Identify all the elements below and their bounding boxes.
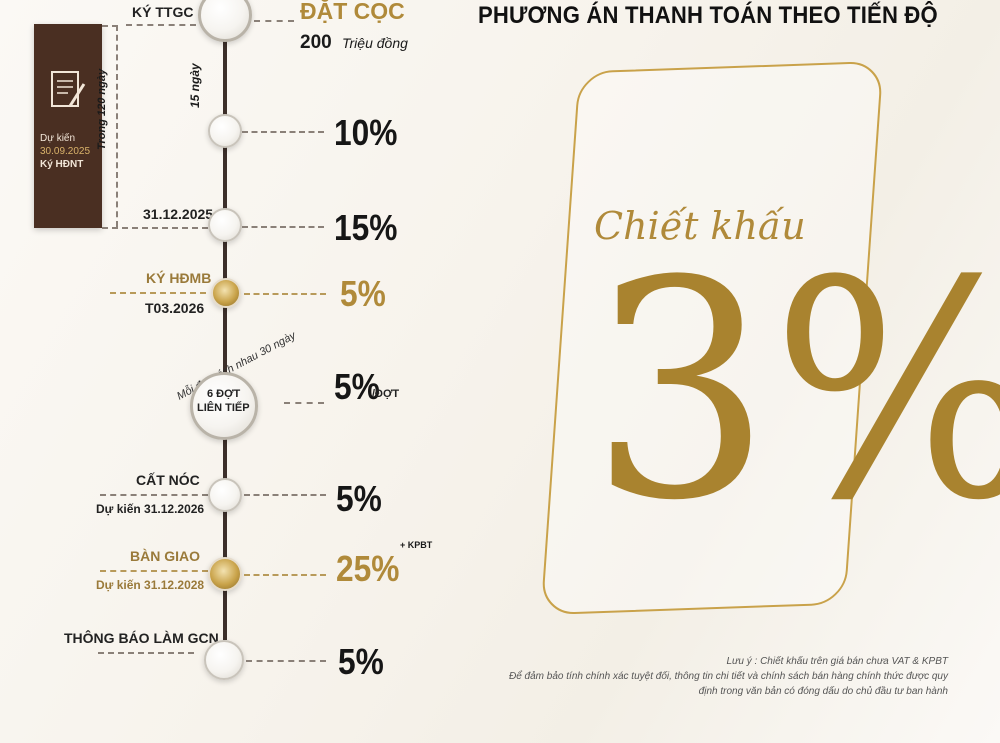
step-dash [98, 652, 194, 654]
step-percent: 5% [334, 366, 380, 407]
step-dash [242, 131, 324, 133]
page-title: PHƯƠNG ÁN THANH TOÁN THEO TIẾN ĐỘ [478, 2, 938, 29]
step-dash [100, 570, 208, 572]
building-icon [211, 278, 241, 308]
step-label-certificate: THÔNG BÁO LÀM GCN [64, 630, 219, 646]
step-date: 31.12.2025 [143, 206, 214, 222]
footnote-line: định trong văn bản có đóng dấu do chủ đầ… [698, 686, 948, 697]
step-percent: 15% [334, 207, 398, 248]
timeline-node [208, 114, 242, 148]
step-dash [100, 494, 208, 496]
step-dash [254, 20, 294, 22]
step-percent: 25% [336, 548, 400, 589]
step-date: T03.2026 [145, 300, 205, 316]
bracket-label: Trong 120 ngày [96, 68, 108, 150]
step-label-handover: BÀN GIAO [130, 548, 200, 564]
timeline-node [204, 640, 244, 680]
deposit-amount: 200 [300, 32, 332, 53]
step-dash [110, 292, 206, 294]
timeline-spine [223, 0, 227, 640]
gap-label: 15 ngày [188, 63, 202, 108]
deposit-unit: Triệu đồng [342, 35, 408, 51]
step-dash [244, 574, 326, 576]
timeline-node [208, 478, 242, 512]
contract-icon [51, 71, 86, 107]
step-date: Dự kiến 31.12.2028 [96, 578, 205, 592]
step-label-sign-ttgc: KÝ TTGC [132, 4, 194, 20]
bracket-line [116, 25, 118, 227]
step-dash [242, 226, 324, 228]
contract-box: Dự kiến 30.09.2025 Ký HĐNT [34, 24, 102, 228]
step-date: Dự kiến 31.12.2026 [96, 502, 205, 516]
step-percent: 5% [336, 478, 382, 519]
discount-caption: Chiết khấu [594, 204, 806, 248]
bracket-bottom [102, 227, 208, 229]
step-label-topping-out: CẤT NÓC [136, 472, 200, 488]
step-percent: 10% [334, 112, 398, 153]
step-dash [244, 293, 326, 295]
handover-icon [208, 557, 242, 591]
step-percent-note: + KPBT [400, 540, 433, 550]
step-dash [246, 660, 326, 662]
step-percent: 5% [340, 273, 386, 314]
installment-badge [190, 372, 258, 440]
bracket-top [102, 25, 118, 27]
contract-date: 30.09.2025 [40, 146, 91, 157]
step-percent-suffix: /ĐỢT [372, 388, 400, 400]
timeline-node [208, 208, 242, 242]
footnote-line: Để đảm bảo tính chính xác tuyệt đối, thô… [509, 671, 948, 682]
step-dash [126, 24, 196, 26]
discount-value: 3% [590, 217, 1000, 566]
footnote-line: Lưu ý : Chiết khấu trên giá bán chưa VAT… [726, 656, 949, 667]
badge-text: LIÊN TIẾP [197, 402, 250, 414]
footnote: Lưu ý : Chiết khấu trên giá bán chưa VAT… [450, 654, 948, 699]
step-dash [284, 402, 324, 404]
contract-sign-label: Ký HĐNT [40, 159, 84, 170]
badge-count: 6 ĐỢT [207, 388, 241, 400]
step-dash [244, 494, 326, 496]
timeline-node [198, 0, 252, 42]
contract-expected-label: Dự kiến [40, 133, 76, 144]
step-label-sign-hdmb: KÝ HĐMB [146, 270, 212, 286]
deposit-title: ĐẶT CỌC [300, 0, 405, 24]
step-percent: 5% [338, 641, 384, 682]
